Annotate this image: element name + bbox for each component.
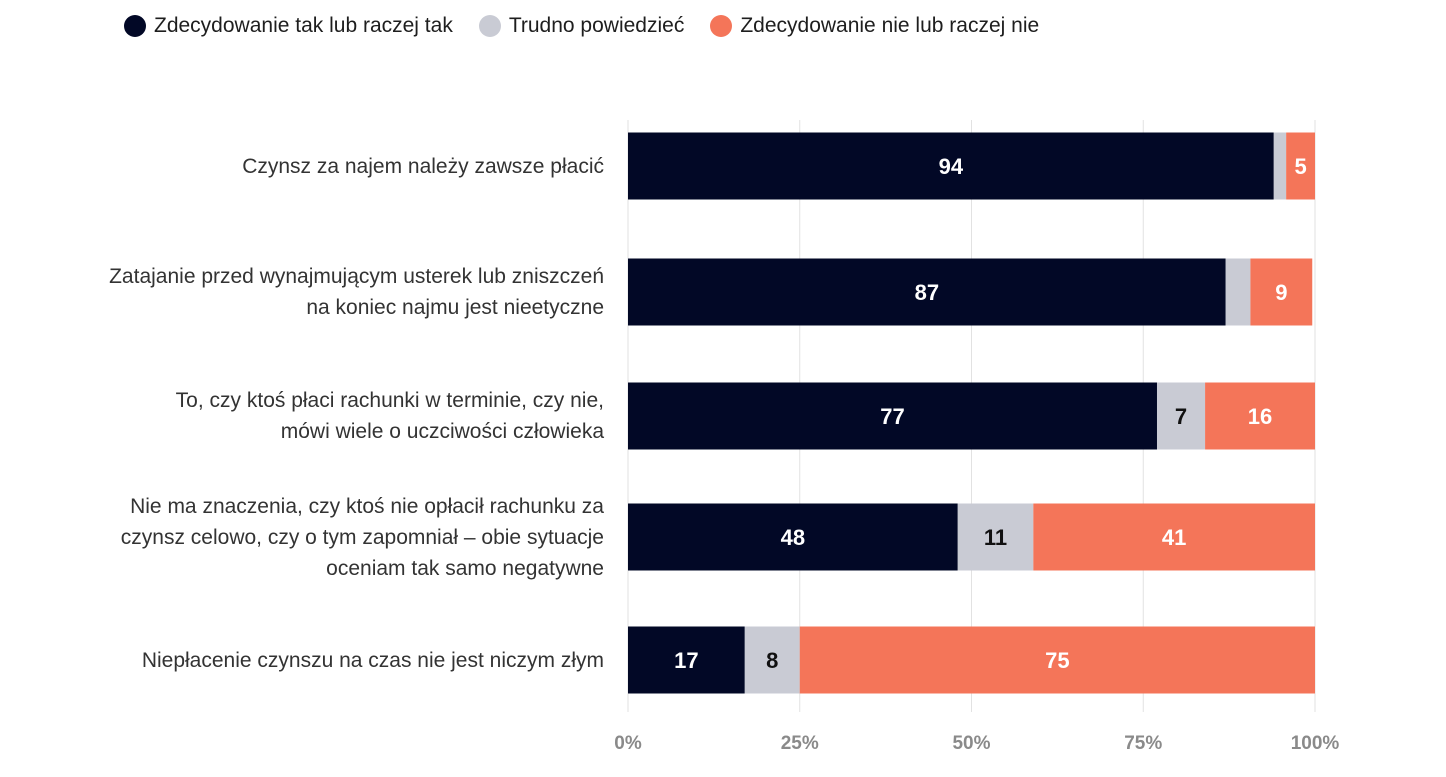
bar-value-label: 9 xyxy=(1275,280,1287,305)
bar-value-label: 75 xyxy=(1045,648,1069,673)
bar-value-label: 5 xyxy=(1294,154,1306,179)
bar-segment xyxy=(1286,132,1315,200)
legend-item: Zdecydowanie tak lub raczej tak xyxy=(124,14,453,38)
x-tick-label: 75% xyxy=(1124,733,1163,754)
bar-segment xyxy=(628,382,1157,450)
legend-swatch xyxy=(124,15,146,37)
category-label: Nie ma znaczenia, czy ktoś nie opłacił r… xyxy=(120,494,604,580)
bar-value-label: 77 xyxy=(880,404,904,429)
legend-item: Zdecydowanie nie lub raczej nie xyxy=(710,14,1039,38)
bar-segment xyxy=(1033,503,1315,571)
bar-segment xyxy=(1156,382,1206,450)
category-label: Czynsz za najem należy zawsze płacić xyxy=(242,154,604,178)
bar-value-label: 48 xyxy=(781,525,805,550)
bar-value-label: 16 xyxy=(1248,404,1272,429)
category-label: Niepłacenie czynszu na czas nie jest nic… xyxy=(141,648,604,672)
bar-segment xyxy=(628,626,745,694)
x-tick-label: 100% xyxy=(1290,733,1340,754)
bar-segment xyxy=(628,258,1226,326)
bar-value-label: 17 xyxy=(674,648,698,673)
bar-segment xyxy=(744,626,800,694)
legend-label: Zdecydowanie nie lub raczej nie xyxy=(740,14,1040,37)
legend-label: Zdecydowanie tak lub raczej tak xyxy=(154,14,453,37)
category-label: Zatajanie przed wynajmującym usterek lub… xyxy=(109,265,604,319)
x-tick-label: 0% xyxy=(614,733,642,754)
bar-segment xyxy=(1250,258,1313,326)
legend-swatch xyxy=(710,15,733,37)
bar-value-label: 7 xyxy=(1175,404,1187,429)
bar-segment xyxy=(957,503,1034,571)
bar-segment xyxy=(1225,258,1251,326)
x-tick-label: 50% xyxy=(952,733,991,754)
bar-value-label: 87 xyxy=(915,280,939,305)
bar-segment xyxy=(799,626,1315,694)
category-label: To, czy ktoś płaci rachunki w terminie, … xyxy=(175,389,604,443)
legend-item: Trudno powiedzieć xyxy=(478,14,685,38)
legend-swatch xyxy=(478,15,501,37)
bar-segment xyxy=(628,503,958,571)
legend: Zdecydowanie tak lub raczej tak Trudno po… xyxy=(124,14,1039,38)
legend-label: Trudno powiedzieć xyxy=(508,14,685,37)
bar-value-label: 94 xyxy=(939,154,964,179)
x-tick-label: 25% xyxy=(780,733,819,754)
bar-value-label: 11 xyxy=(984,525,1007,550)
bar-segment xyxy=(628,132,1274,200)
bar-value-label: 8 xyxy=(766,648,778,673)
bar-value-label: 41 xyxy=(1162,525,1186,550)
bar-segment xyxy=(1273,132,1287,200)
bar-segment xyxy=(1205,382,1315,450)
